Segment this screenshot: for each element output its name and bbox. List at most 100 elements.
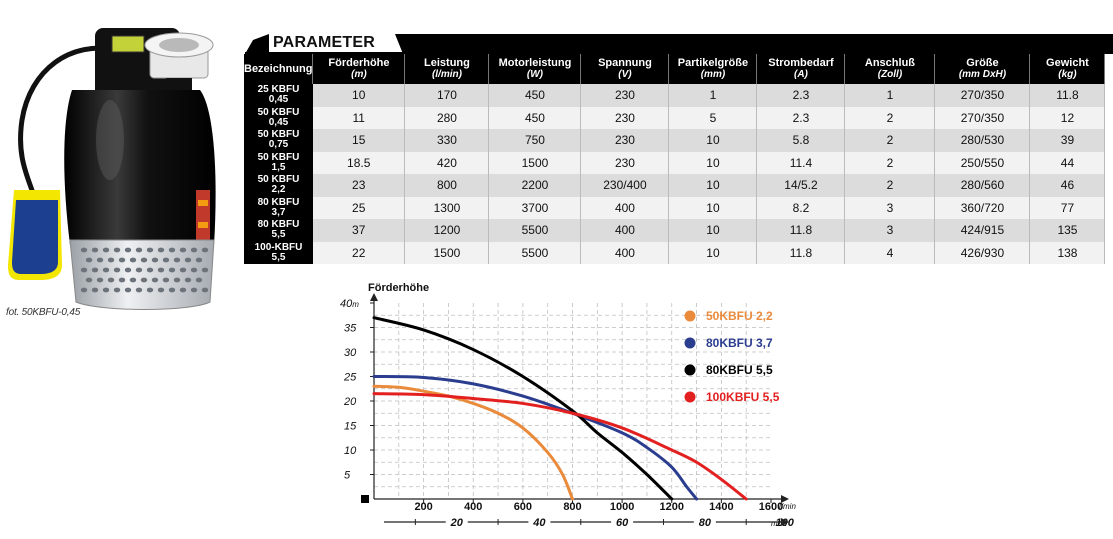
cell-power: 750	[488, 129, 582, 152]
cell-voltage: 400	[580, 219, 670, 242]
warning-label	[196, 190, 210, 244]
table-row: 100-KBFU 5,5 22 1500 5500 400 10 11.8 4 426/930 1…	[244, 241, 1106, 264]
cell-flow: 280	[404, 106, 490, 129]
cell-model: 50 KBFU 2,2	[244, 174, 313, 197]
cell-size: 250/550	[934, 151, 1031, 174]
x-tick-label: 600	[514, 501, 532, 513]
cell-size: 280/530	[934, 129, 1031, 152]
table-row: 50 KBFU 1,5 18.5 420 1500 230 10 11.4 2 250/550 4…	[244, 151, 1106, 174]
cell-head: 15	[312, 129, 406, 152]
cell-weight: 77	[1029, 196, 1106, 219]
y-unit-label: m	[352, 300, 359, 309]
series-line-80kbfu-3-7	[372, 375, 699, 501]
x2-tick-label-bg	[445, 515, 468, 529]
series-line-50kbfu-2-2	[372, 384, 574, 501]
cell-weight: 138	[1029, 241, 1106, 264]
col-header-flow: Leistung (l/min)	[404, 54, 490, 84]
cell-current: 2.3	[756, 84, 846, 107]
float-switch	[8, 190, 62, 280]
cell-size: 270/350	[934, 84, 1031, 107]
cell-size: 426/930	[934, 241, 1031, 264]
cell-weight: 46	[1029, 174, 1106, 197]
x-unit-label: l/min	[779, 502, 796, 511]
table-row: 80 KBFU 5,5 37 1200 5500 400 10 11.8 3 424/915 13…	[244, 219, 1106, 242]
cell-particle: 1	[668, 84, 758, 107]
heading-underline	[245, 34, 1113, 54]
cell-power: 3700	[488, 196, 582, 219]
table-row: 50 KBFU 0,45 11 280 450 230 5 2.3 2 270/350 12	[244, 106, 1106, 129]
cell-model: 50 KBFU 1,5	[244, 151, 313, 174]
x2-tick-label: 40	[532, 517, 546, 529]
cell-power: 2200	[488, 174, 582, 197]
cell-power: 5500	[488, 241, 582, 264]
cell-particle: 10	[668, 151, 758, 174]
y-tick-label: 5	[344, 470, 351, 482]
cell-current: 11.4	[756, 151, 846, 174]
y-tick-label: 40m	[340, 298, 359, 310]
cell-connection: 2	[844, 129, 936, 152]
pump-strainer-base	[69, 239, 215, 310]
cell-model: 50 KBFU 0,75	[244, 129, 313, 152]
cell-weight: 44	[1029, 151, 1106, 174]
power-cable	[18, 45, 119, 201]
legend-marker	[684, 337, 696, 349]
cell-connection: 2	[844, 151, 936, 174]
col-header-particle: Partikelgröße (mm)	[668, 54, 758, 84]
cell-weight: 39	[1029, 129, 1106, 152]
legend-marker	[684, 391, 696, 403]
cell-model: 50 KBFU 0,45	[244, 106, 313, 129]
series-line-100kbfu-5-5	[372, 392, 748, 501]
pump-illustration	[8, 28, 216, 310]
cell-flow: 1300	[404, 196, 490, 219]
y-axis-arrow	[370, 293, 378, 301]
table-body: 25 KBFU 0,45 10 170 450 230 1 2.3 1 270/350 11.8 5…	[244, 84, 1106, 264]
legend-label: 80KBFU 3,7	[706, 336, 773, 350]
cell-particle: 10	[668, 241, 758, 264]
cell-model: 80 KBFU 3,7	[244, 196, 313, 219]
cell-connection: 3	[844, 219, 936, 242]
cell-voltage: 230	[580, 151, 670, 174]
cell-voltage: 230	[580, 84, 670, 107]
y-tick-label: 30	[344, 347, 357, 359]
cell-voltage: 400	[580, 196, 670, 219]
cell-head: 11	[312, 106, 406, 129]
col-header-model: Bezeichnung	[244, 54, 314, 84]
x2-tick-label-bg	[528, 515, 551, 529]
col-header-current: Strombedarf (A)	[756, 54, 846, 84]
cell-flow: 1200	[404, 219, 490, 242]
pump-photo: fot. 50KBFU-0,45	[0, 0, 245, 330]
table-header-row: Bezeichnung Förderhöhe (m) Leistung (l/min…	[244, 54, 1106, 84]
col-header-head: Förderhöhe (m)	[312, 54, 406, 84]
cell-particle: 10	[668, 196, 758, 219]
cell-particle: 5	[668, 106, 758, 129]
cell-head: 22	[312, 241, 406, 264]
parameter-heading-bar: PARAMETER	[245, 32, 1113, 54]
cell-particle: 10	[668, 129, 758, 152]
x-tick-label: 1000	[610, 501, 634, 513]
cell-connection: 4	[844, 241, 936, 264]
cell-head: 25	[312, 196, 406, 219]
col-header-power: Motorleistung (W)	[488, 54, 582, 84]
performance-chart: Förderhöhe 5 10 15 20 25 30 35 40m 200 400 600 800 10…	[338, 272, 818, 539]
legend-label: 50KBFU 2,2	[706, 309, 773, 323]
y-tick-label: 15	[344, 421, 357, 433]
cell-voltage: 230	[580, 129, 670, 152]
cell-head: 37	[312, 219, 406, 242]
pump-body	[64, 90, 216, 245]
x2-tick-label: 20	[450, 517, 464, 529]
x-tick-label: 1200	[660, 501, 684, 513]
cell-voltage: 230	[580, 106, 670, 129]
x-axis-arrow	[781, 495, 789, 503]
cell-power: 5500	[488, 219, 582, 242]
cell-current: 5.8	[756, 129, 846, 152]
x-tick-label: 1600	[759, 501, 783, 513]
origin-marker	[361, 495, 369, 503]
cell-connection: 2	[844, 174, 936, 197]
cell-current: 8.2	[756, 196, 846, 219]
cell-flow: 1500	[404, 241, 490, 264]
x2-tick-label: 60	[616, 517, 629, 529]
cell-model: 80 KBFU 5,5	[244, 219, 313, 242]
photo-caption: fot. 50KBFU-0,45	[6, 307, 81, 318]
cell-weight: 12	[1029, 106, 1106, 129]
